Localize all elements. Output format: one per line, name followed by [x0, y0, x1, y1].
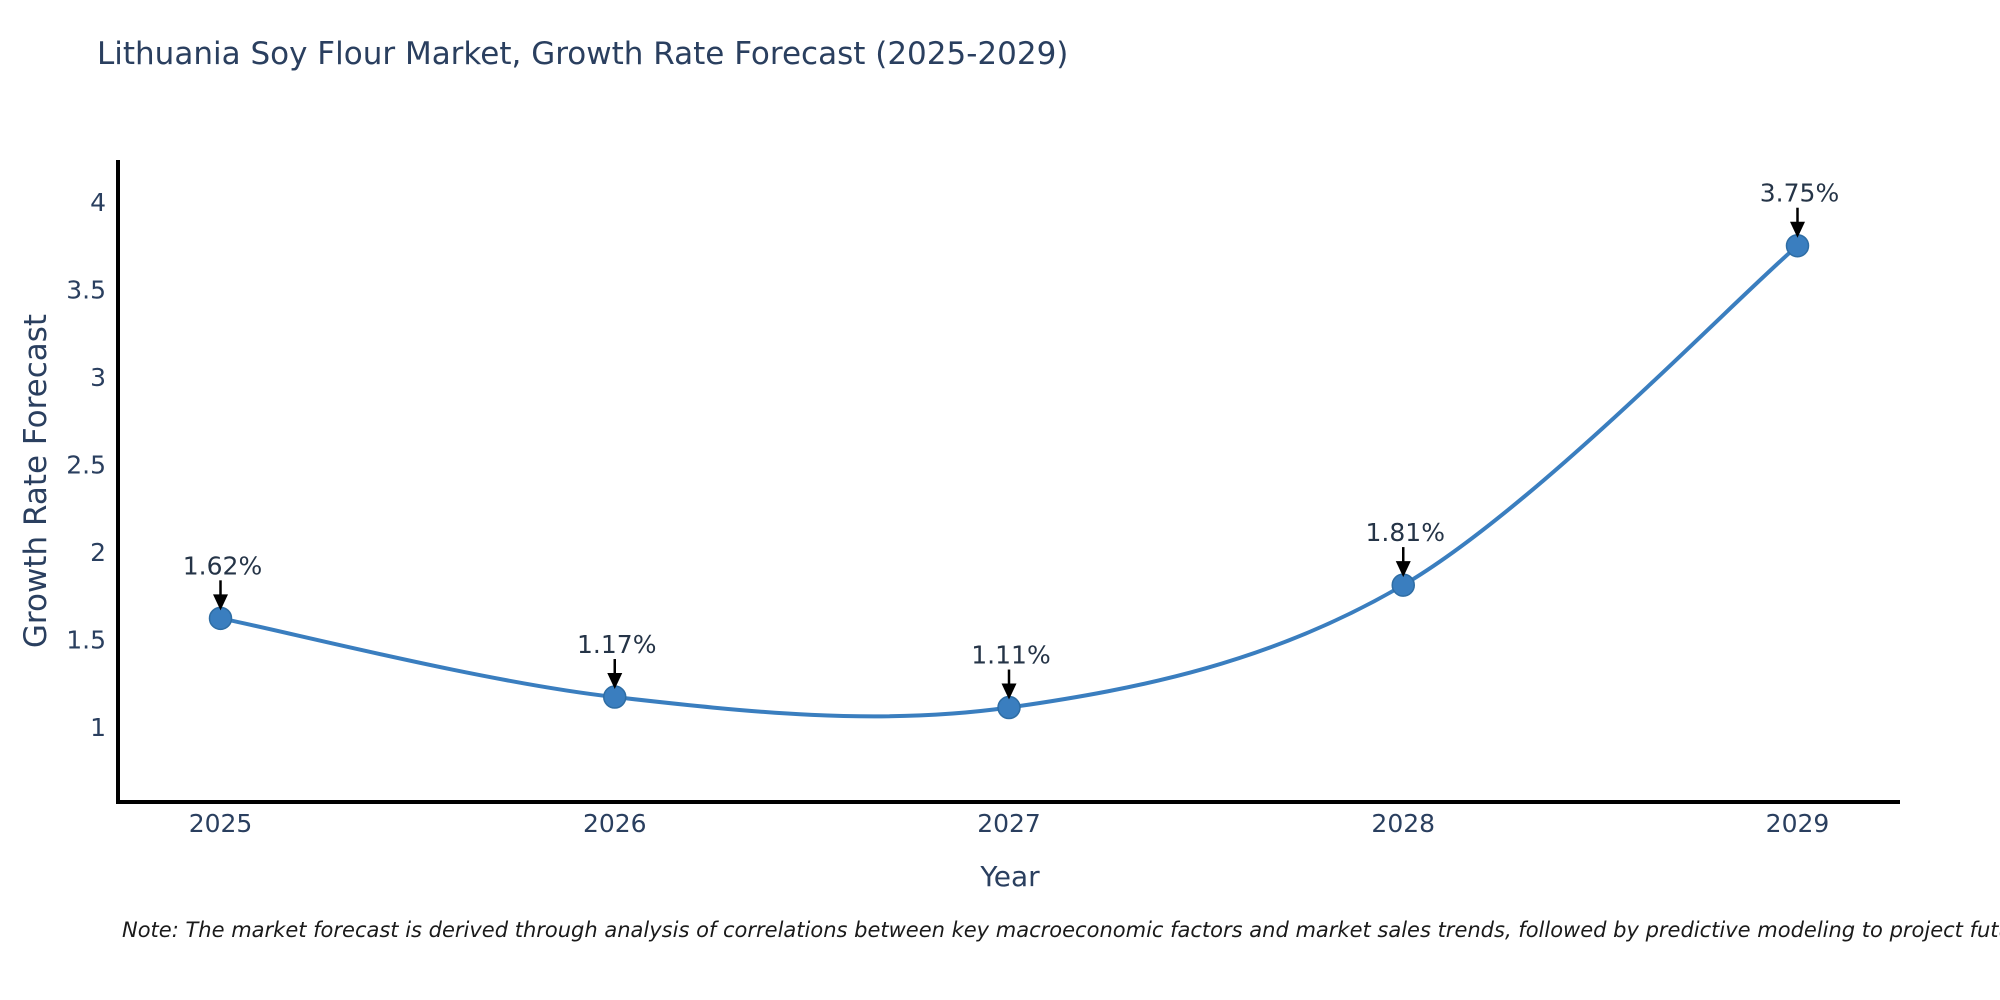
y-tick-label: 1	[90, 713, 106, 742]
x-tick-label: 2026	[583, 809, 647, 838]
annotation-arrowhead	[1395, 561, 1411, 578]
y-tick-label: 3	[90, 363, 106, 392]
y-tick-label: 4	[90, 188, 106, 217]
data-point-label: 1.17%	[577, 630, 656, 659]
footnote: Note: The market forecast is derived thr…	[122, 918, 2000, 942]
data-point-marker	[208, 606, 233, 631]
data-point-label: 1.81%	[1366, 518, 1445, 547]
x-tick-label: 2028	[1371, 809, 1435, 838]
chart-title: Lithuania Soy Flour Market, Growth Rate …	[97, 36, 1069, 72]
y-tick-label: 2.5	[66, 450, 106, 479]
annotation-arrowhead	[213, 594, 229, 611]
x-tick-label: 2025	[189, 809, 253, 838]
data-point-marker	[1391, 573, 1415, 597]
x-tick-label: 2029	[1766, 809, 1830, 838]
data-point-marker	[1785, 233, 1810, 258]
data-point-label: 3.75%	[1760, 179, 1839, 208]
data-point-marker	[603, 685, 627, 709]
annotation-arrowhead	[1001, 683, 1017, 700]
y-tick-label: 1.5	[66, 625, 106, 654]
data-point-label: 1.62%	[183, 551, 262, 580]
x-tick-label: 2027	[977, 809, 1041, 838]
y-tick-label: 3.5	[66, 275, 106, 304]
annotation-arrowhead	[607, 673, 623, 690]
annotation-arrowhead	[1789, 221, 1805, 238]
data-point-marker	[997, 695, 1021, 720]
data-point-label: 1.11%	[971, 641, 1050, 670]
y-tick-label: 2	[90, 538, 106, 567]
x-axis-title: Year	[980, 860, 1040, 893]
